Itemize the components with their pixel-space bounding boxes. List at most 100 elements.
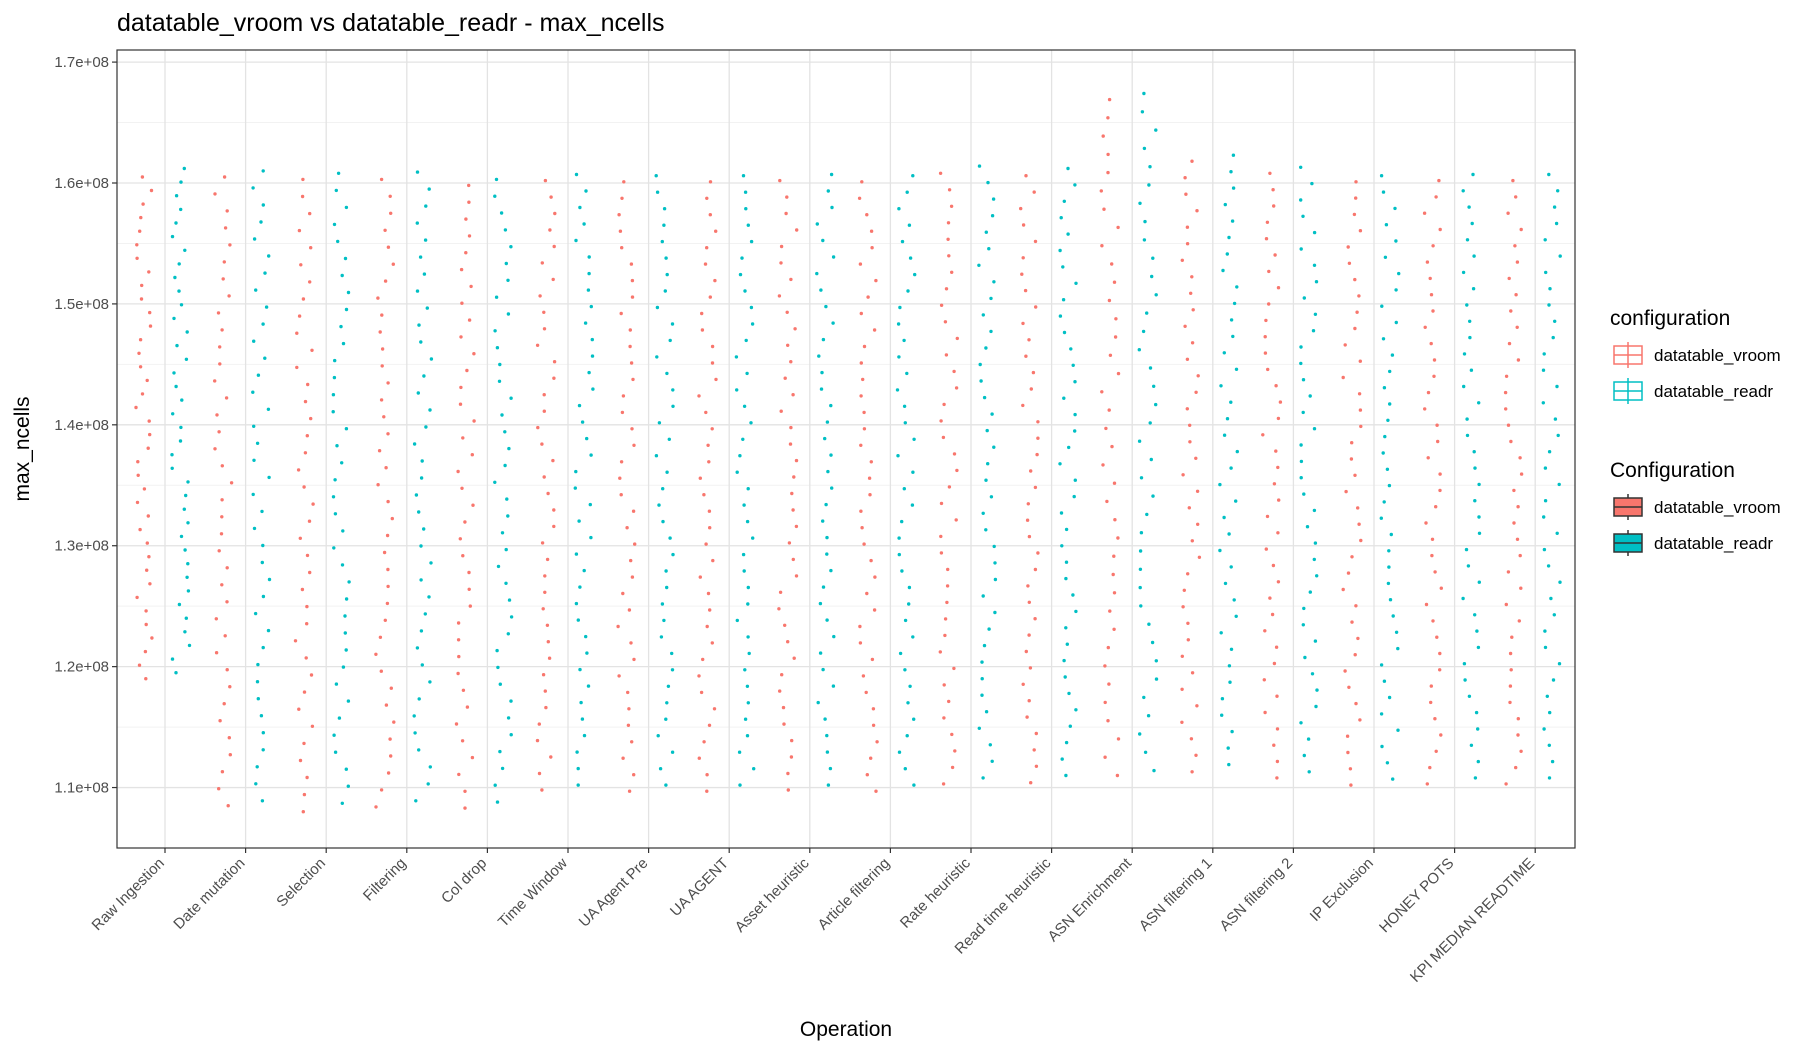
data-point	[1429, 700, 1433, 705]
legend-label: datatable_vroom	[1654, 346, 1781, 365]
data-point	[794, 574, 799, 578]
data-point	[1341, 587, 1345, 592]
y-tick-label: 1.1e+08	[54, 780, 109, 797]
data-point	[229, 481, 234, 485]
data-point	[1112, 481, 1117, 485]
data-point	[628, 328, 632, 332]
data-point	[786, 771, 790, 776]
data-point	[1234, 499, 1238, 503]
data-point	[574, 469, 578, 474]
data-point	[662, 618, 666, 623]
data-point	[574, 601, 579, 606]
data-point	[1508, 684, 1513, 688]
data-point	[1357, 294, 1361, 298]
data-point	[698, 476, 702, 480]
data-point	[992, 280, 996, 284]
data-point	[859, 394, 863, 398]
data-point	[1197, 555, 1202, 559]
data-point	[992, 544, 996, 549]
data-point	[1149, 457, 1154, 462]
data-point	[708, 608, 712, 612]
data-point	[577, 403, 582, 408]
data-point	[1275, 776, 1279, 780]
data-point	[254, 782, 258, 786]
data-point	[1516, 505, 1520, 509]
data-point	[225, 209, 229, 213]
data-point	[428, 408, 432, 412]
data-point	[1182, 588, 1187, 592]
data-point	[708, 295, 712, 299]
data-point	[735, 470, 739, 474]
data-point	[1062, 330, 1067, 335]
data-point	[746, 602, 750, 606]
data-point	[1222, 433, 1227, 437]
data-point	[227, 294, 231, 298]
data-point	[552, 524, 556, 529]
data-point	[1276, 416, 1281, 421]
data-point	[1359, 424, 1363, 429]
data-point	[582, 568, 586, 573]
data-point	[1058, 462, 1062, 466]
data-point	[180, 398, 184, 402]
data-point	[1553, 417, 1558, 421]
data-point	[1506, 570, 1511, 574]
data-point	[1227, 532, 1231, 536]
data-point	[1433, 717, 1437, 721]
data-point	[493, 194, 497, 198]
data-point	[552, 360, 557, 364]
data-point	[990, 214, 995, 218]
data-point	[465, 705, 470, 709]
data-point	[629, 262, 634, 266]
data-point	[741, 437, 745, 441]
data-point	[1066, 232, 1070, 236]
data-point	[220, 515, 224, 519]
data-point	[658, 767, 663, 771]
data-point	[140, 175, 145, 179]
data-point	[391, 262, 395, 266]
data-point	[1231, 186, 1236, 190]
data-point	[1106, 719, 1110, 723]
data-point	[902, 487, 906, 491]
data-point	[1437, 178, 1441, 183]
data-point	[825, 618, 829, 622]
data-point	[1226, 746, 1230, 750]
data-point	[1154, 293, 1158, 297]
data-point	[1150, 640, 1155, 645]
data-point	[1349, 783, 1353, 787]
data-point	[705, 789, 709, 793]
data-point	[864, 690, 868, 695]
data-point	[389, 686, 393, 690]
x-tick-label: HONEY POTS	[1376, 855, 1457, 936]
data-point	[1314, 704, 1318, 709]
data-point	[179, 425, 183, 430]
data-point	[1027, 699, 1031, 703]
data-point	[978, 362, 982, 367]
data-point	[297, 707, 301, 711]
data-point	[228, 685, 232, 689]
data-point	[334, 188, 338, 193]
data-point	[463, 806, 467, 810]
data-point	[1033, 567, 1038, 572]
data-point	[1181, 473, 1185, 477]
data-point	[1435, 423, 1439, 427]
data-point	[900, 519, 904, 524]
data-point	[1195, 209, 1199, 213]
data-point	[1506, 423, 1511, 427]
data-point	[908, 256, 913, 260]
data-point	[460, 486, 464, 490]
data-point	[870, 246, 874, 250]
data-point	[540, 788, 544, 792]
data-point	[213, 192, 217, 196]
data-point	[631, 377, 635, 382]
data-point	[497, 379, 502, 383]
data-point	[1301, 410, 1305, 415]
data-point	[742, 569, 746, 573]
data-point	[1143, 750, 1148, 754]
data-point	[1509, 309, 1513, 313]
data-point	[627, 789, 632, 793]
data-point	[382, 415, 386, 419]
data-point	[426, 782, 430, 786]
data-point	[621, 756, 625, 760]
data-point	[829, 568, 833, 573]
data-point	[1272, 661, 1277, 666]
